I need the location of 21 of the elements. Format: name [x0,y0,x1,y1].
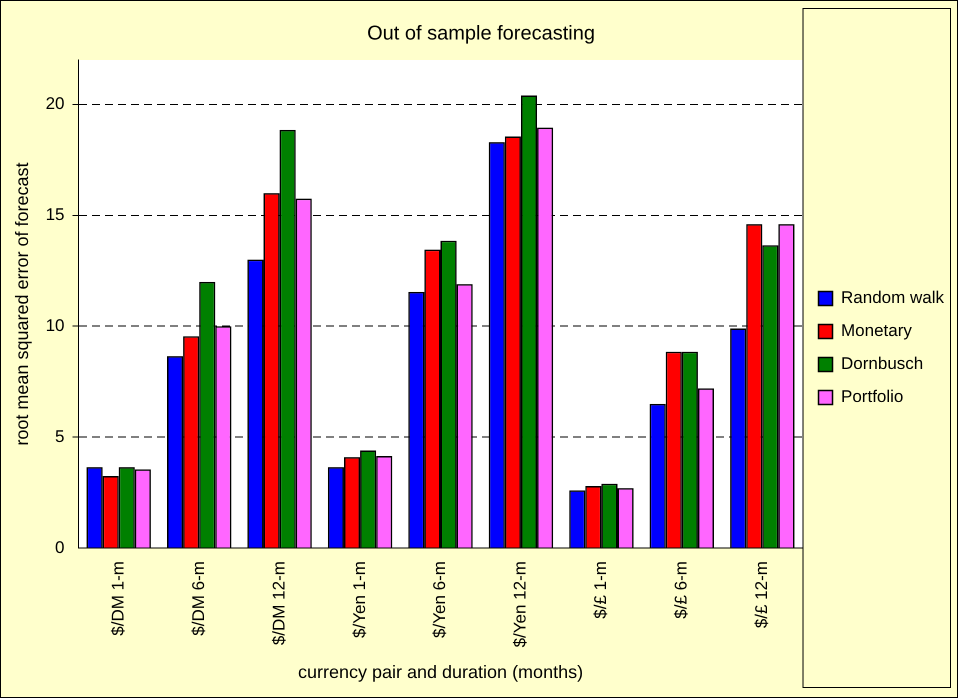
x-tick-label: $/DM 12-m [269,561,288,646]
x-tick-label: $/£ 12-m [752,561,771,628]
legend-label: Portfolio [841,387,904,406]
y-tick-label: 20 [46,94,65,114]
y-tick-label: 0 [55,538,65,557]
x-tick-label: $/Yen 6-m [430,561,450,638]
x-tick-label: $/DM 1-m [108,561,128,636]
y-tick-label: 10 [46,316,65,335]
y-tick-label: 5 [55,426,65,446]
x-axis-title: currency pair and duration (months) [298,662,584,682]
x-tick-label: $/DM 6-m [188,561,208,636]
x-tick-label: $/Yen 1-m [350,561,369,638]
legend-label: Monetary [841,321,912,340]
x-tick-label: $/Yen 12-m [510,561,530,648]
legend-label: Random walk [841,288,944,308]
chart-title: Out of sample forecasting [367,22,595,45]
y-axis-title: root mean squared error of forecast [12,162,32,446]
y-tick-label: 15 [46,204,65,224]
x-tick-label: $/£ 6-m [672,561,691,619]
legend-label: Dornbusch [841,354,924,374]
x-tick-label: $/£ 1-m [591,561,610,619]
